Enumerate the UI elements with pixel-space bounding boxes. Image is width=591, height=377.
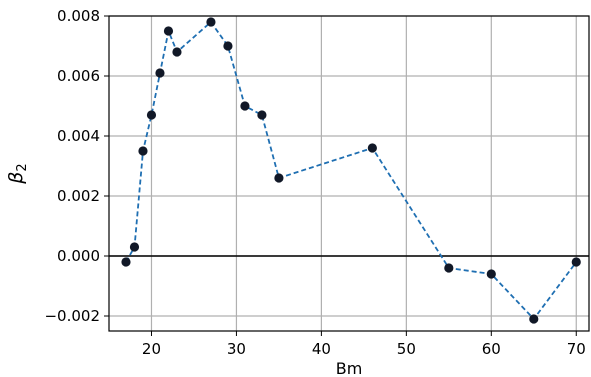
data-point [571,257,581,267]
y-axis-ticks: −0.002 0.000 0.002 0.004 0.006 0.008 [44,7,109,325]
x-axis-ticks: 20 30 40 50 60 70 [142,331,586,358]
series-line [125,20,578,321]
data-point [486,269,496,279]
y-tick-label: 0.008 [57,7,100,25]
x-tick-label: 40 [312,340,331,358]
data-point [274,173,284,183]
data-point [206,17,216,27]
data-point [223,41,233,51]
x-tick-label: 20 [142,340,161,358]
data-point [129,242,140,252]
x-tick-label: 30 [227,340,246,358]
y-tick-label: 0.004 [57,127,100,145]
y-tick-label: 0.002 [57,187,100,205]
y-axis-label-symbol: β [5,172,27,185]
data-point [172,47,182,57]
data-point [240,101,250,111]
x-axis-label: Bm [336,359,363,377]
x-tick-label: 60 [482,340,501,358]
plot-frame [108,15,590,332]
data-point [444,263,454,273]
y-tick-label: 0.000 [57,247,100,265]
y-tick-label: 0.006 [57,67,100,85]
data-point [138,146,148,156]
grid-lines [109,15,589,331]
data-point [367,143,377,153]
data-series [121,17,581,324]
data-point [146,110,157,120]
data-point [163,26,174,36]
data-point [121,257,131,267]
y-tick-label: −0.002 [44,307,100,325]
x-tick-label: 50 [397,340,416,358]
data-point [529,314,539,324]
y-axis-label-subscript: 2 [15,163,30,171]
x-tick-label: 70 [567,340,586,358]
data-point [155,68,165,78]
data-point [257,110,267,120]
y-axis-label: β2 [5,163,30,184]
